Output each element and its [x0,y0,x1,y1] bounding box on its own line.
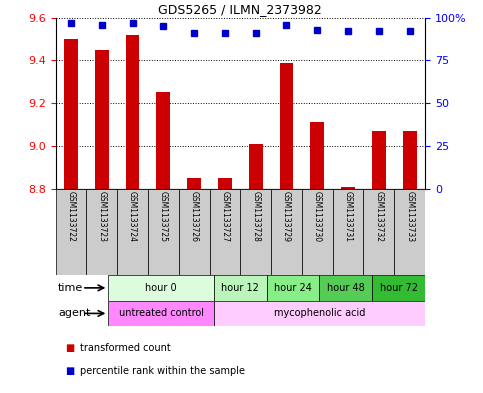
Bar [214,301,425,326]
Bar [267,275,319,301]
Bar [372,131,386,189]
Bar [394,189,425,275]
Text: hour 48: hour 48 [327,283,365,293]
Text: GSM1133732: GSM1133732 [374,191,384,242]
Text: transformed count: transformed count [80,343,170,353]
Text: untreated control: untreated control [119,309,204,318]
Text: ■: ■ [65,366,74,376]
Bar [249,144,263,189]
Bar [56,189,86,275]
Text: GSM1133725: GSM1133725 [159,191,168,242]
Text: GSM1133733: GSM1133733 [405,191,414,242]
Text: hour 72: hour 72 [380,283,418,293]
Text: GSM1133729: GSM1133729 [282,191,291,242]
Bar [117,189,148,275]
Bar [240,189,271,275]
Text: GSM1133727: GSM1133727 [220,191,229,242]
Bar [271,189,302,275]
Bar [179,189,210,275]
Text: ■: ■ [65,343,74,353]
Bar [302,189,333,275]
Bar [333,189,364,275]
Bar [95,50,109,189]
Text: GSM1133723: GSM1133723 [97,191,106,242]
Text: hour 0: hour 0 [145,283,177,293]
Bar [187,178,201,189]
Bar [126,35,140,189]
Bar [214,275,267,301]
Bar [156,92,170,189]
Text: GSM1133724: GSM1133724 [128,191,137,242]
Bar [148,189,179,275]
Title: GDS5265 / ILMN_2373982: GDS5265 / ILMN_2373982 [158,4,322,17]
Text: GSM1133722: GSM1133722 [67,191,75,242]
Bar [86,189,117,275]
Bar [218,178,232,189]
Bar [64,39,78,189]
Text: hour 24: hour 24 [274,283,312,293]
Text: GSM1133726: GSM1133726 [190,191,199,242]
Bar [403,131,416,189]
Bar [311,122,324,189]
Bar [341,187,355,189]
Bar [280,62,293,189]
Text: GSM1133731: GSM1133731 [343,191,353,242]
Bar [108,301,214,326]
Bar [372,275,425,301]
Text: time: time [58,283,84,293]
Bar [210,189,240,275]
Text: mycophenolic acid: mycophenolic acid [274,309,365,318]
Text: agent: agent [58,309,90,318]
Text: percentile rank within the sample: percentile rank within the sample [80,366,245,376]
Bar [364,189,394,275]
Text: hour 12: hour 12 [221,283,259,293]
Text: GSM1133728: GSM1133728 [251,191,260,242]
Bar [319,275,372,301]
Text: GSM1133730: GSM1133730 [313,191,322,242]
Bar [108,275,214,301]
